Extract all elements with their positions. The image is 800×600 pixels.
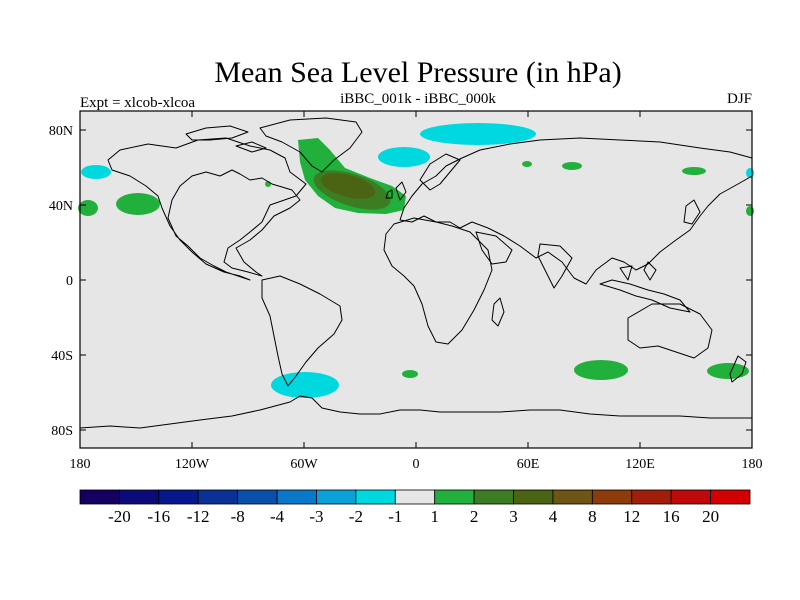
colorbar-swatch (552, 489, 593, 505)
left-string: Expt = xlcob-xlcoa (80, 95, 195, 111)
colorbar-label: -3 (309, 507, 323, 526)
colorbar-swatch (394, 489, 436, 505)
scandinavia-coast (419, 153, 461, 191)
lat-tick-label: 40N (49, 199, 73, 214)
south-pacific-positive-region (707, 363, 749, 379)
eurasia-coast (399, 137, 753, 285)
africa-coast (383, 217, 493, 345)
madagascar-coast (491, 297, 505, 327)
colorbar-swatch (591, 489, 633, 505)
map-panel: 80N 40N 0 40S 80S 180 120W 60W 0 (49, 110, 763, 472)
colorbar-swatch (710, 489, 751, 505)
latitude-axis: 80N 40N 0 40S 80S (49, 124, 752, 439)
lat-tick-label: 40S (51, 349, 73, 364)
north-pacific-negative-region (81, 165, 111, 179)
australia-coast (627, 303, 713, 359)
colorbar-label: -1 (388, 507, 402, 526)
arabia-coast (475, 231, 513, 265)
colorbar-label: -8 (231, 507, 245, 526)
colorbar-label: -12 (187, 507, 210, 526)
lat-tick-label: 80N (49, 124, 73, 139)
colorbar-label: -16 (147, 507, 170, 526)
barents-negative-region (378, 147, 430, 167)
colorbar-swatch (473, 489, 514, 505)
north-america-coast (107, 137, 307, 281)
new-zealand-coast (729, 355, 747, 383)
ocean-background (80, 111, 752, 448)
greenland-coast (259, 117, 363, 173)
colorbar-label: 2 (470, 507, 479, 526)
colorbar-label: 8 (588, 507, 597, 526)
coastlines (79, 117, 753, 429)
lon-tick-label: 60W (290, 457, 318, 472)
anomaly-shading (78, 123, 754, 398)
colorbar-label: -2 (349, 507, 363, 526)
colorbar-swatch (119, 489, 160, 505)
drake-passage-negative-region (271, 372, 339, 398)
colorbar-swatch (197, 489, 239, 505)
colorbar-label: 1 (430, 507, 439, 526)
arctic-islands-coast (185, 125, 267, 153)
colorbar-swatch (631, 489, 672, 505)
west-edge-positive-region (78, 200, 98, 216)
lat-tick-label: 80S (51, 424, 73, 439)
colorbar-label: -20 (108, 507, 131, 526)
center-string: iBBC_001k - iBBC_000k (340, 91, 496, 107)
arctic-negative-region (420, 123, 536, 145)
india-coast (537, 243, 573, 289)
colorbar-swatch (670, 489, 711, 505)
north-pacific-positive-region (116, 193, 160, 215)
colorbar-swatch (237, 489, 278, 505)
japan-coast (683, 199, 701, 225)
antarctica-coast (79, 395, 752, 429)
colorbar-swatch (434, 489, 475, 505)
indian-ocean-positive-region (574, 360, 628, 380)
colorbar-swatch (316, 489, 357, 505)
colorbar-swatch (276, 489, 317, 505)
colorbar-label: -4 (270, 507, 285, 526)
siberia-positive-region (562, 162, 582, 170)
colorbar-label: 4 (549, 507, 558, 526)
central-asia-small-positive-region (522, 161, 532, 167)
lon-tick-label: 60E (517, 457, 540, 472)
east-edge-negative-region (746, 168, 754, 178)
colorbar-label: 12 (623, 507, 640, 526)
lon-tick-label: 120E (625, 457, 655, 472)
east-edge-positive-region (746, 206, 754, 216)
lon-tick-label: 120W (175, 457, 210, 472)
colorbar-label: 20 (702, 507, 719, 526)
lat-tick-label: 0 (66, 274, 73, 289)
colorbar-swatch (355, 489, 396, 505)
lon-tick-label: 180 (70, 457, 91, 472)
south-atlantic-small-positive-region (402, 370, 418, 378)
north-atlantic-core-region (320, 173, 376, 199)
colorbar-swatch (158, 489, 199, 505)
colorbar-label: 3 (509, 507, 518, 526)
british-isles-coast (385, 181, 407, 201)
lon-tick-label: 0 (413, 457, 420, 472)
longitude-axis: 180 120W 60W 0 60E 120E 180 (70, 111, 763, 472)
colorbar-swatch (79, 489, 120, 505)
map-title: Mean Sea Level Pressure (in hPa) (214, 56, 621, 89)
colorbar-swatch (513, 489, 554, 505)
season-label: DJF (727, 91, 752, 107)
lon-tick-label: 180 (742, 457, 763, 472)
south-america-coast (261, 275, 343, 387)
colorbar-label: 16 (663, 507, 680, 526)
east-siberia-positive-region (682, 167, 706, 175)
colorbar: -20 -16 -12 -8 -4 -3 -2 -1 1 2 3 4 8 12 16 20 (79, 489, 751, 526)
